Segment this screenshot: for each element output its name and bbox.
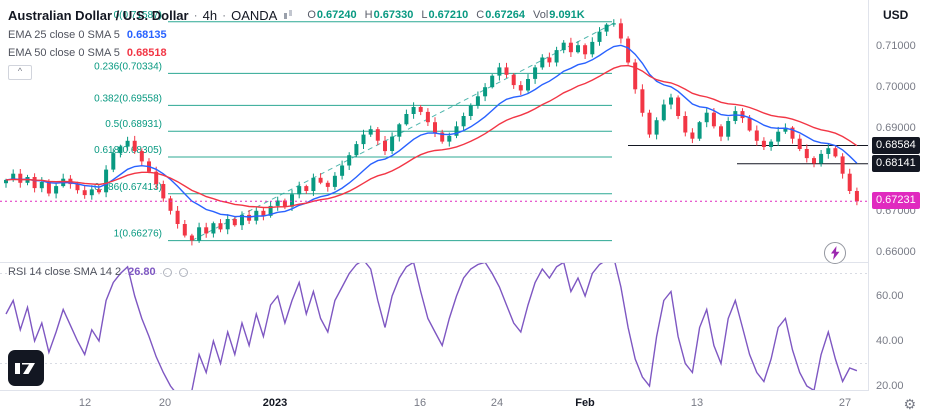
svg-text:1(0.66276): 1(0.66276) [114, 229, 162, 240]
time-axis-label: 13 [690, 397, 704, 409]
svg-text:0.5(0.68931): 0.5(0.68931) [105, 119, 162, 130]
exchange-label[interactable]: OANDA [231, 7, 278, 23]
rsi-axis-label: 20.00 [876, 380, 904, 392]
time-axis-label: Feb [575, 397, 595, 409]
chart-style-icon[interactable] [282, 9, 294, 21]
time-axis-label: 12 [78, 397, 92, 409]
price-axis-label: 0.70000 [876, 81, 916, 93]
separator-dot: · [193, 8, 198, 22]
ema25-value: 0.68135 [126, 28, 167, 41]
time-axis-label: 27 [838, 397, 852, 409]
price-axis-label: 0.71000 [876, 40, 916, 52]
time-axis-label: 2023 [262, 397, 288, 409]
close-value: 0.67264 [485, 9, 525, 21]
svg-text:0.236(0.70334): 0.236(0.70334) [94, 61, 162, 72]
chart-header: Australian Dollar / U.S. Dollar · 4h · O… [8, 6, 585, 80]
price-chart-canvas[interactable]: 0(0.71587) 0.236(0.70334) 0.382(0.69558) 0.… [0, 0, 868, 262]
quick-trade-lightning-button[interactable] [824, 242, 846, 264]
rsi-chart-canvas[interactable] [0, 262, 868, 390]
rsi-header[interactable]: RSI 14 close SMA 14 2 26.80 [8, 266, 188, 278]
time-axis[interactable]: ⚙ 12 20 2023 16 24 Feb 13 27 [0, 391, 936, 418]
high-value: 0.67330 [373, 9, 414, 21]
ohlc-readout: O 0.67240 H 0.67330 L 0.67210 C 0.67264 Vol 9… [307, 9, 585, 21]
settings-gear-icon[interactable]: ⚙ [903, 396, 916, 412]
rsi-circle-icon [178, 267, 188, 277]
volume-value: 9.091K [549, 9, 585, 21]
svg-text:0(0.71587): 0(0.71587) [114, 10, 162, 21]
price-axis[interactable]: USD 0.71000 0.70000 0.69000 0.67000 0.66000 0… [868, 0, 936, 392]
indicator-ema50[interactable]: EMA 50 close 0 SMA 5 0.68518 [8, 46, 167, 59]
time-axis-label: 20 [158, 397, 172, 409]
rsi-value: 26.80 [128, 266, 156, 278]
svg-text:0.382(0.69558): 0.382(0.69558) [94, 93, 162, 104]
price-badge: 0.67231 [872, 192, 920, 209]
price-badge: 0.68584 [872, 137, 920, 154]
lightning-icon [831, 246, 840, 260]
interval-label[interactable]: 4h [202, 7, 218, 23]
separator-dot: · [222, 8, 227, 22]
currency-label[interactable]: USD [883, 8, 909, 22]
pane-separator[interactable] [0, 262, 936, 263]
open-value: 0.67240 [316, 9, 357, 21]
indicator-ema25[interactable]: EMA 25 close 0 SMA 5 0.68135 [8, 28, 167, 41]
svg-text:0.786(0.67413): 0.786(0.67413) [94, 182, 162, 193]
price-axis-label: 0.69000 [876, 122, 916, 134]
rsi-circle-icon [162, 267, 172, 277]
low-value: 0.67210 [428, 9, 469, 21]
tradingview-logo-icon [8, 350, 44, 386]
time-axis-separator [0, 390, 936, 391]
ema50-value: 0.68518 [126, 46, 167, 59]
rsi-axis-label: 60.00 [876, 290, 904, 302]
price-badge: 0.68141 [872, 155, 920, 172]
rsi-axis-label: 40.00 [876, 335, 904, 347]
tradingview-logo[interactable] [8, 350, 44, 386]
symbol-title[interactable]: Australian Dollar / U.S. Dollar [8, 7, 189, 23]
time-axis-label: 24 [490, 397, 504, 409]
time-axis-label: 16 [413, 397, 427, 409]
price-axis-label: 0.66000 [876, 246, 916, 258]
collapse-indicators-button[interactable]: ^ [8, 65, 32, 80]
